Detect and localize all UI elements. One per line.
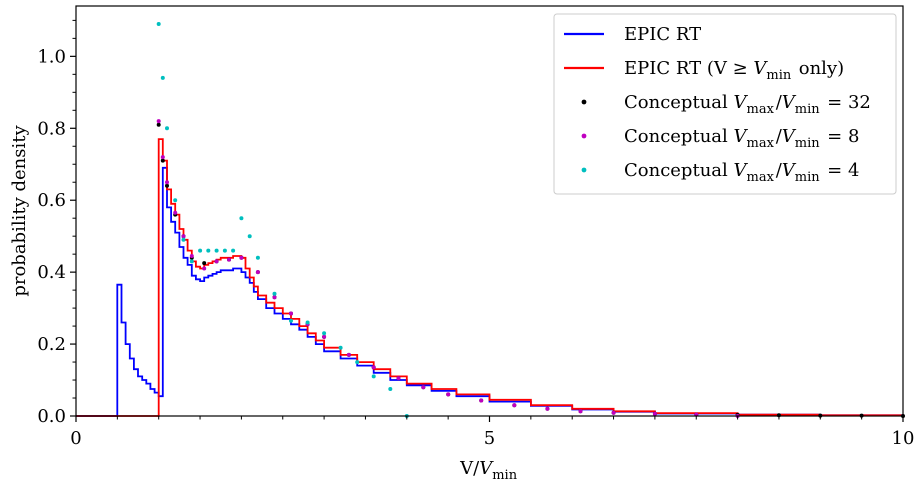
data-point <box>165 180 169 185</box>
data-point <box>239 255 244 260</box>
data-point <box>156 122 161 127</box>
data-point <box>479 398 484 403</box>
data-point <box>206 248 211 253</box>
data-point <box>346 352 351 357</box>
data-point <box>231 248 236 253</box>
x-tick-label: 0 <box>70 428 81 449</box>
legend-swatch <box>581 99 587 105</box>
data-point <box>181 237 186 242</box>
data-point <box>322 331 327 336</box>
data-point <box>371 365 376 370</box>
data-point <box>181 234 186 239</box>
data-point <box>202 266 207 271</box>
data-point <box>189 254 194 258</box>
y-tick-label: 0.4 <box>37 262 66 283</box>
data-point <box>355 360 360 365</box>
data-point <box>214 259 219 264</box>
data-point <box>222 248 227 253</box>
data-point <box>173 198 178 203</box>
data-point <box>611 410 616 415</box>
series-line-1 <box>76 138 904 417</box>
legend-label: Conceptual Vmax /Vmin = 32 <box>624 92 871 117</box>
data-point <box>322 334 327 339</box>
data-point <box>165 126 169 131</box>
y-tick-label: 0.2 <box>37 334 66 355</box>
data-point <box>198 248 203 253</box>
data-point <box>214 248 219 253</box>
data-point <box>160 158 165 163</box>
data-point <box>160 155 165 160</box>
data-point <box>156 119 161 124</box>
y-tick-label: 0.0 <box>37 406 66 427</box>
data-point <box>545 406 550 411</box>
data-point <box>165 183 169 188</box>
data-point <box>396 376 401 381</box>
data-point <box>239 216 244 221</box>
data-point <box>512 403 517 408</box>
y-tick-label: 0.8 <box>37 118 66 139</box>
x-tick-label: 5 <box>484 428 495 449</box>
x-tick-label: 10 <box>892 428 915 449</box>
legend-swatch <box>581 167 587 173</box>
x-axis-label: V/Vmin <box>459 458 519 482</box>
legend-label: Conceptual Vmax /Vmin = 4 <box>624 160 859 185</box>
data-point <box>289 318 293 323</box>
legend-box <box>553 13 897 195</box>
series-layer <box>76 22 905 418</box>
data-point <box>255 255 260 260</box>
data-point <box>189 259 194 264</box>
y-tick-label: 1.0 <box>37 46 66 67</box>
data-point <box>173 210 178 215</box>
data-point <box>160 75 165 80</box>
legend-swatch <box>581 133 587 139</box>
series-line-0 <box>76 166 904 417</box>
ticks-layer: 0 5 10 0.0 0.2 0.4 0.6 0.8 1.0 <box>37 19 915 449</box>
legend: EPIC RT EPIC RT (V ≥ Vmin only) Conceptual… <box>553 13 897 195</box>
data-point <box>388 387 393 391</box>
data-point <box>202 261 207 266</box>
data-point <box>371 374 376 379</box>
data-point <box>446 392 451 397</box>
data-point <box>272 291 277 296</box>
data-point <box>289 311 293 316</box>
data-point <box>578 409 583 414</box>
data-point <box>156 22 161 26</box>
data-point <box>421 385 426 390</box>
data-point <box>255 270 260 275</box>
legend-label: Conceptual Vmax /Vmin = 8 <box>624 126 859 151</box>
data-point <box>305 320 310 325</box>
data-point <box>247 234 252 239</box>
data-point <box>227 257 231 262</box>
y-tick-label: 0.6 <box>37 190 66 211</box>
legend-label: EPIC RT <box>624 24 701 45</box>
data-point <box>338 345 343 350</box>
legend-label: EPIC RT (V ≥ Vmin only) <box>624 58 844 83</box>
data-point <box>652 411 657 416</box>
y-axis-label: probability density <box>9 125 30 297</box>
data-point <box>272 295 277 300</box>
